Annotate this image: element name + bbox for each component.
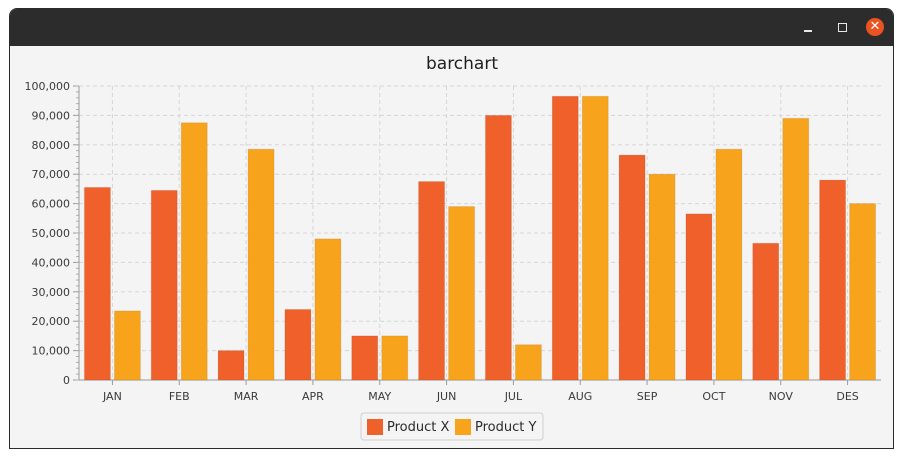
y-tick-label: 60,000 — [32, 198, 71, 211]
legend-label: Product Y — [475, 420, 536, 435]
bar-product-y-mar — [247, 148, 275, 381]
minimize-icon — [804, 30, 812, 32]
x-tick-label: JUL — [504, 390, 523, 403]
bar-product-y-jan — [113, 310, 141, 381]
x-tick-label: AUG — [568, 390, 592, 403]
legend-box — [360, 412, 544, 441]
close-button[interactable]: ✕ — [866, 18, 884, 36]
bar-product-y-may — [381, 335, 409, 381]
bar-product-x-jun — [418, 181, 446, 381]
bar-product-y-oct — [715, 148, 743, 381]
bar-product-x-feb — [150, 189, 178, 381]
maximize-button[interactable] — [833, 18, 851, 36]
x-tick-label: MAY — [368, 390, 391, 403]
bar-product-x-may — [351, 335, 379, 381]
x-tick-label: FEB — [169, 390, 190, 403]
bar-product-x-oct — [685, 213, 713, 381]
y-tick-label: 100,000 — [25, 80, 71, 93]
legend-label: Product X — [387, 420, 449, 435]
x-tick-label: DES — [836, 390, 858, 403]
y-tick-label: 90,000 — [32, 109, 71, 122]
close-icon: ✕ — [869, 19, 881, 34]
bar-chart: barchart 0 10,000 20,000 30,000 40,000 50,000… — [25, 54, 881, 441]
y-tick-label: 70,000 — [32, 168, 71, 181]
app-window: ✕ barchart 0 10,000 20,000 30,000 40,000 50,0… — [9, 8, 894, 449]
bar-product-y-nov — [782, 117, 810, 381]
bar-product-x-jul — [484, 114, 512, 381]
bar-product-x-des — [819, 179, 847, 381]
bar-product-x-apr — [284, 308, 312, 381]
title-bar[interactable]: ✕ — [10, 9, 893, 46]
bar-product-x-nov — [752, 242, 780, 381]
x-tick-label: JAN — [102, 390, 122, 403]
grid-lines — [79, 85, 881, 380]
x-tick-label: JUN — [436, 390, 457, 403]
bar-product-x-jan — [83, 186, 111, 381]
bar-product-y-jul — [514, 344, 542, 381]
maximize-icon — [837, 22, 847, 32]
y-tick-label: 40,000 — [32, 256, 71, 269]
x-tick-label: MAR — [234, 390, 259, 403]
chart-title: barchart — [426, 54, 498, 74]
bar-product-x-aug — [551, 95, 579, 381]
x-tick-label: NOV — [769, 390, 794, 403]
bar-product-x-mar — [217, 350, 245, 381]
y-tick-label: 80,000 — [32, 139, 71, 152]
bar-product-x-sep — [618, 154, 646, 381]
x-tick-label: SEP — [637, 390, 658, 403]
legend: Product X Product Y — [360, 412, 544, 441]
bar-product-y-jun — [448, 206, 476, 381]
x-tick-label: APR — [302, 390, 324, 403]
bar-product-y-aug — [581, 95, 609, 381]
bars — [83, 95, 877, 381]
y-tick-label: 0 — [63, 374, 70, 387]
bar-product-y-sep — [648, 173, 676, 381]
legend-swatch-product-x — [367, 419, 383, 435]
axes: 0 10,000 20,000 30,000 40,000 50,000 60,000 70,… — [25, 80, 881, 403]
y-tick-label: 30,000 — [32, 286, 71, 299]
y-tick-label: 50,000 — [32, 227, 71, 240]
legend-swatch-product-y — [455, 419, 471, 435]
bar-product-y-apr — [314, 238, 342, 381]
bar-product-y-feb — [180, 122, 208, 381]
bar-product-y-des — [849, 203, 877, 381]
minimize-button[interactable] — [799, 18, 817, 36]
x-tick-label: OCT — [702, 390, 725, 403]
y-tick-label: 10,000 — [32, 345, 71, 358]
y-tick-label: 20,000 — [32, 315, 71, 328]
